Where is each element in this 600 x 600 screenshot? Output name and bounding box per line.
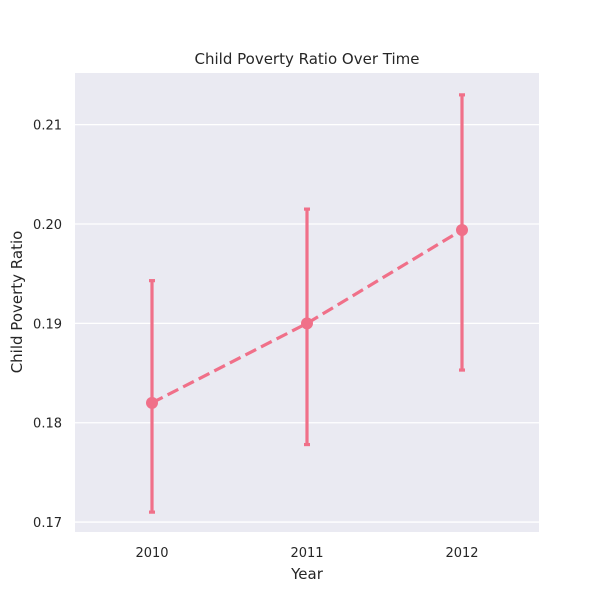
x-tick-labels: 2010 2011 2012 — [135, 546, 478, 561]
x-axis-label: Year — [290, 565, 324, 583]
series-line — [151, 228, 463, 405]
x-tick-label: 2011 — [290, 546, 323, 561]
y-tick-label: 0.21 — [33, 119, 62, 134]
y-tick-label: 0.18 — [33, 417, 62, 432]
chart-title: Child Poverty Ratio Over Time — [195, 50, 420, 68]
x-tick-label: 2010 — [135, 546, 168, 561]
y-tick-label: 0.17 — [33, 516, 62, 531]
y-tick-label: 0.20 — [33, 218, 62, 233]
series-layer — [146, 93, 468, 514]
y-tick-label: 0.19 — [33, 317, 62, 332]
x-tick-label: 2012 — [445, 546, 478, 561]
y-axis-label: Child Poverty Ratio — [8, 231, 26, 374]
data-point — [146, 396, 158, 409]
data-point — [456, 223, 468, 236]
y-tick-labels: 0.17 0.18 0.19 0.20 0.21 — [33, 119, 62, 531]
data-point — [301, 317, 313, 330]
